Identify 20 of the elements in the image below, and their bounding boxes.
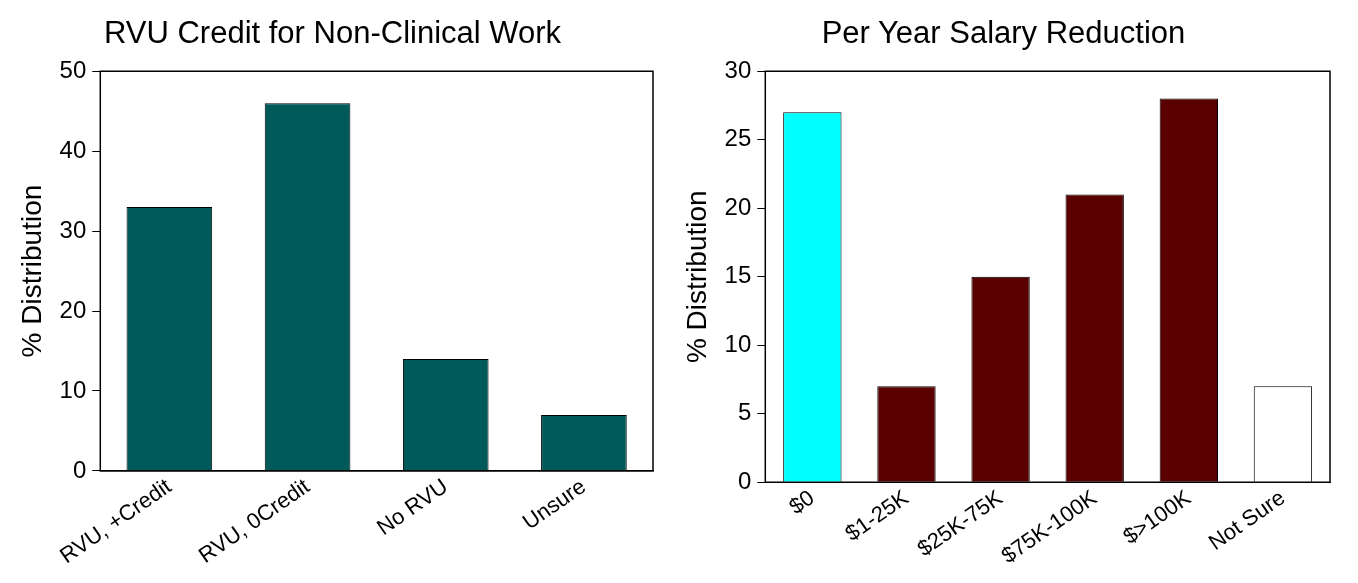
x-tick-label: $0: [784, 484, 819, 520]
x-tick-label: No RVU: [372, 473, 453, 540]
y-tick-label: 5: [737, 398, 752, 426]
y-tick-label: 20: [59, 295, 87, 323]
y-tick-label: 50: [59, 55, 87, 83]
y-tick-label: 10: [59, 375, 87, 403]
y-tick-label: 40: [59, 135, 87, 163]
y-tick-label: 25: [724, 124, 752, 152]
y-tick-label: 10: [724, 329, 752, 357]
y-tick-label: 15: [724, 261, 752, 289]
y-tick-label: 20: [724, 192, 752, 220]
chart-title: Per Year Salary Reduction: [821, 15, 1186, 51]
y-tick-label: 30: [724, 55, 752, 83]
y-tick-label: 30: [59, 215, 87, 243]
chart-title: RVU Credit for Non-Clinical Work: [103, 15, 562, 51]
y-axis-title: % Distribution: [680, 190, 712, 364]
y-tick-label: 0: [737, 466, 752, 494]
y-tick-label: 0: [72, 455, 87, 483]
y-axis-title: % Distribution: [15, 184, 47, 358]
x-tick-label: Not Sure: [1203, 484, 1290, 555]
